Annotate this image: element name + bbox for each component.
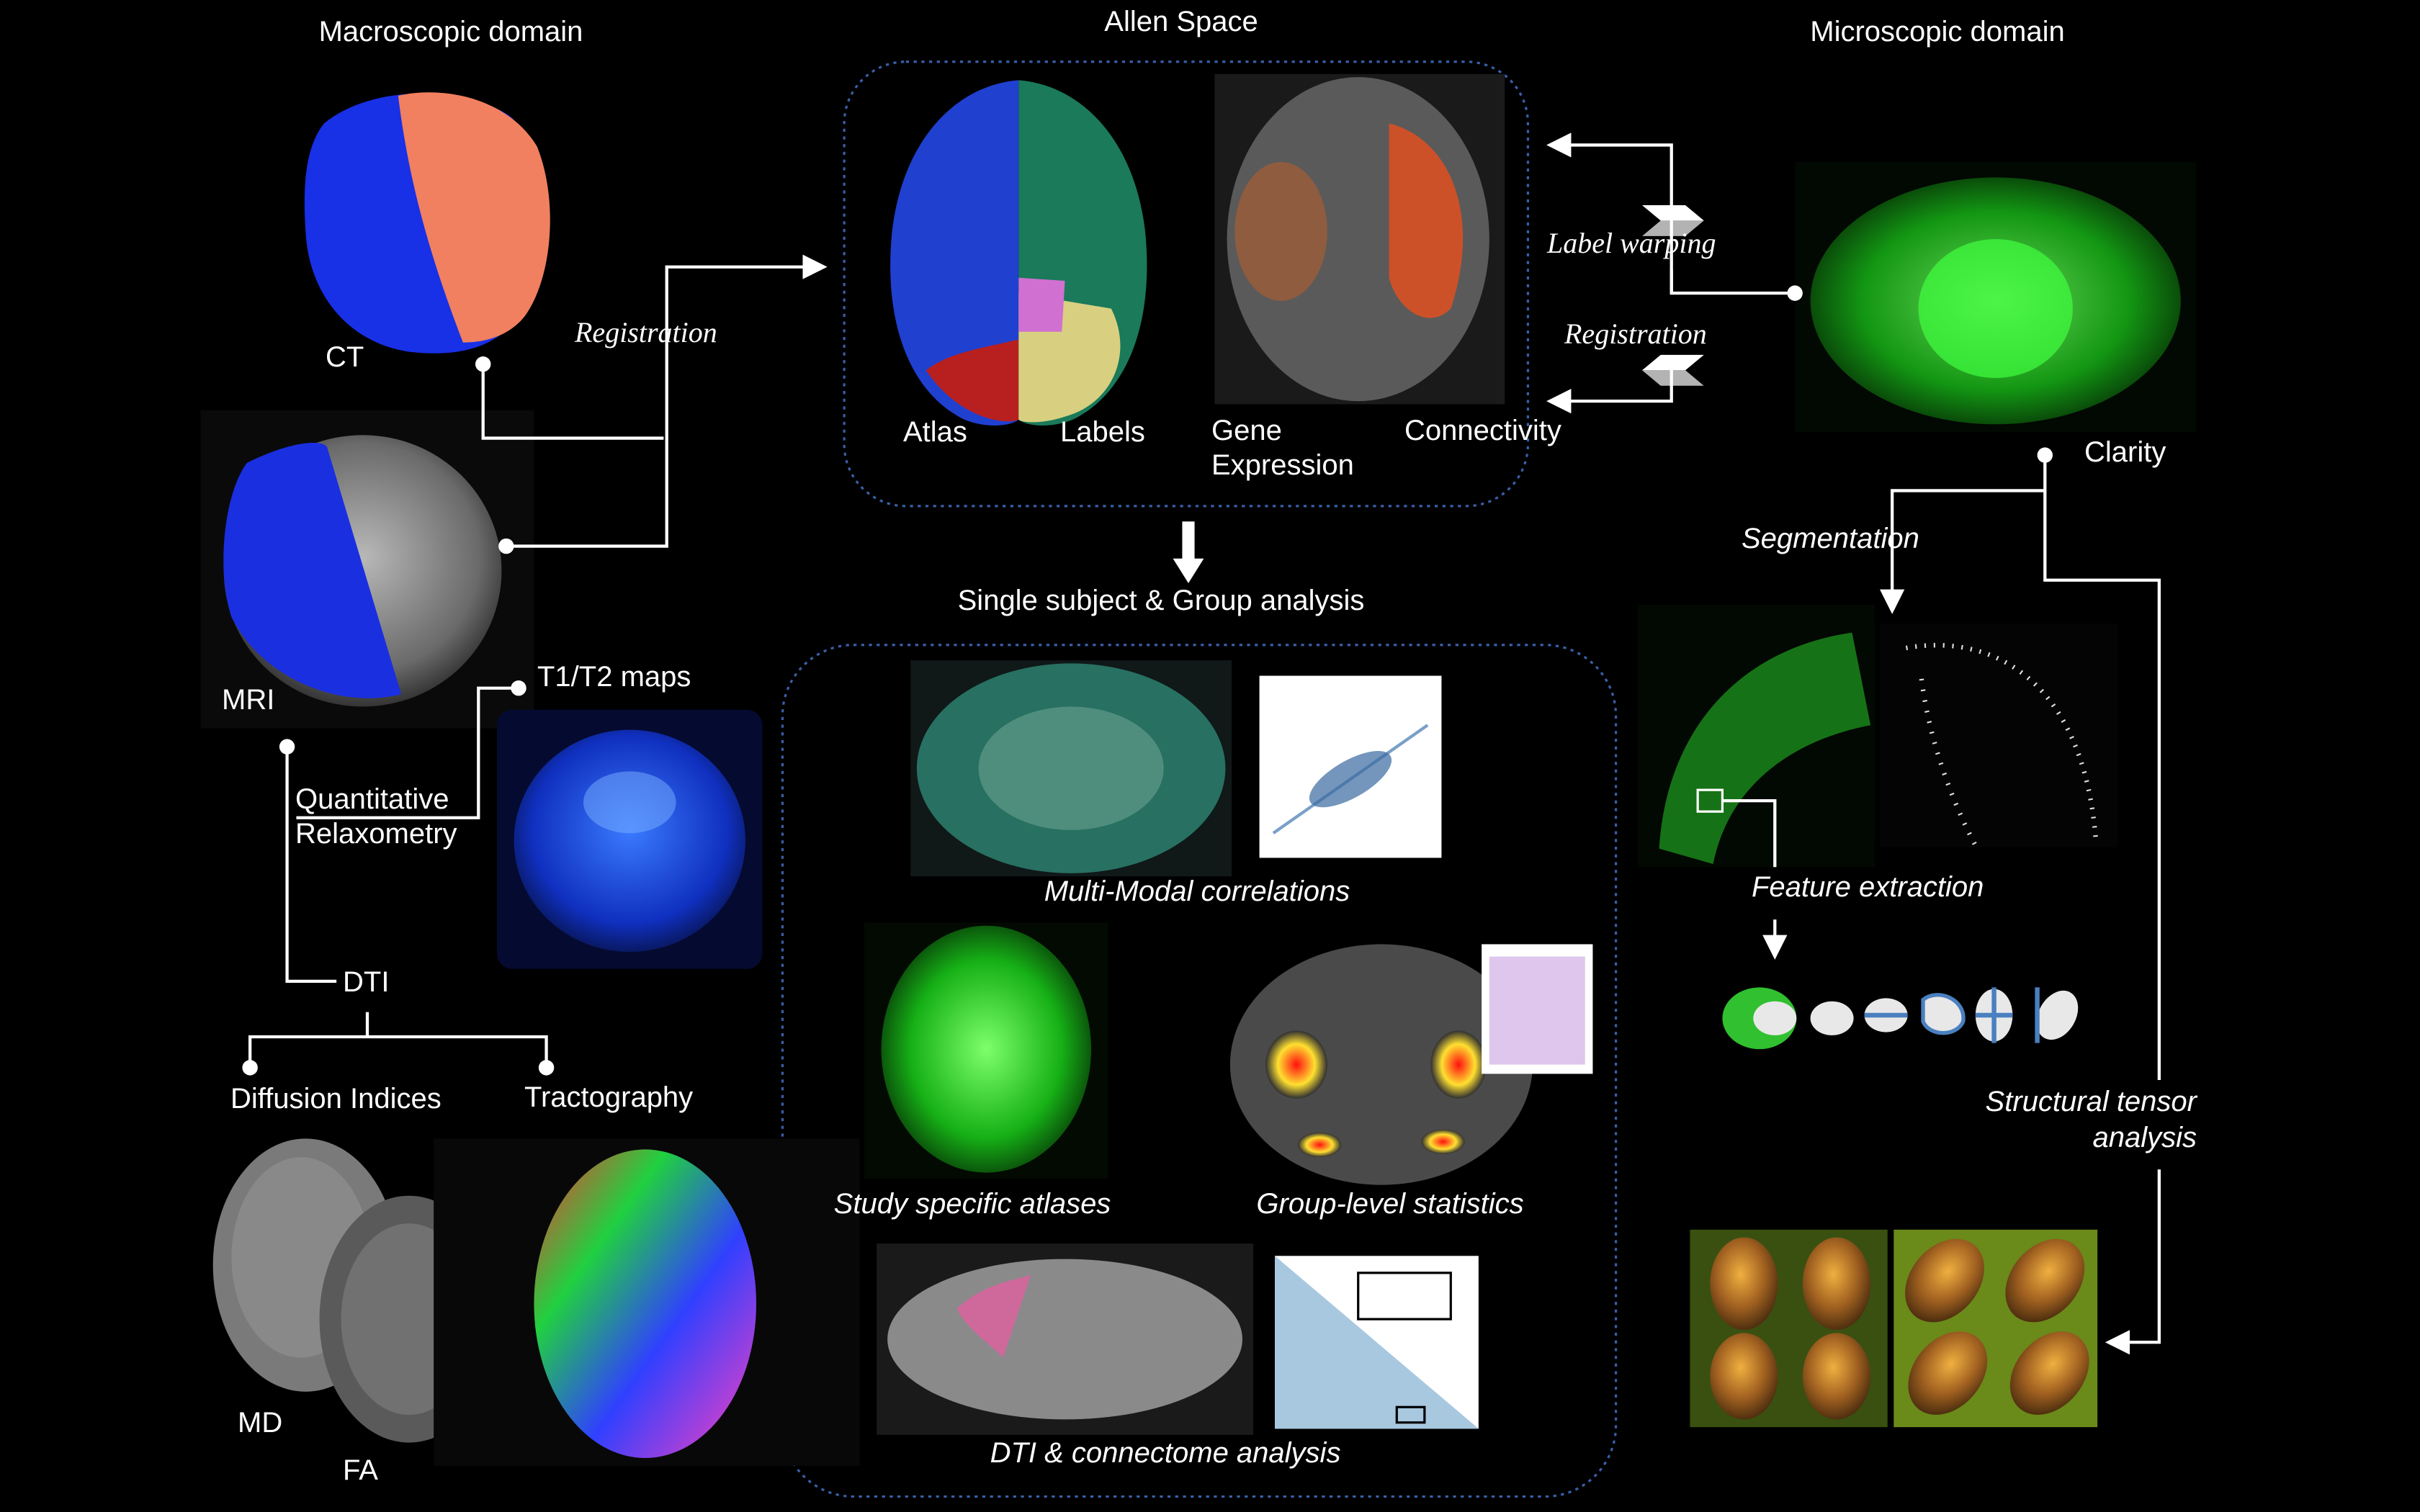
label-warping-label: Label warping: [1547, 227, 1716, 259]
clarity-label: Clarity: [2084, 436, 2166, 468]
relaxometry-label: Relaxometry: [295, 818, 457, 850]
ct-brain-image: [304, 92, 550, 354]
atlas-label: Atlas: [903, 416, 967, 448]
tensor-images: [1690, 1229, 2098, 1428]
registration-right-label: Registration: [1564, 318, 1707, 350]
t1t2-label: T1/T2 maps: [537, 661, 691, 693]
multimodal-atlas-image: [910, 660, 1232, 877]
dti-connectome-label: DTI & connectome analysis: [990, 1437, 1341, 1469]
macroscopic-heading: Macroscopic domain: [318, 16, 583, 48]
study-atlases-label: Study specific atlases: [833, 1188, 1111, 1220]
tensor-label-line2: analysis: [2092, 1122, 2197, 1153]
md-label: MD: [238, 1407, 283, 1439]
feature-shapes: [1722, 987, 2079, 1050]
atlas-labels-image: [890, 80, 1147, 426]
quantitative-label: Quantitative: [295, 783, 449, 815]
tensor-label-line1: Structural tensor: [1985, 1086, 2197, 1117]
t1t2-map-image: [497, 709, 763, 969]
scatter-plot-image: [1259, 675, 1442, 858]
gene-label: Gene: [1211, 415, 1282, 446]
fa-label: FA: [343, 1454, 378, 1486]
registration-label: Registration: [575, 316, 717, 348]
clarity-image: [1795, 162, 2197, 432]
connectivity-label: Connectivity: [1404, 415, 1561, 446]
labels-label: Labels: [1060, 416, 1145, 448]
ct-label: CT: [326, 341, 364, 373]
multimodal-label: Multi-Modal correlations: [1044, 876, 1350, 907]
gene-connectivity-image: [1214, 73, 1505, 405]
group-stats-label: Group-level statistics: [1256, 1188, 1524, 1220]
down-arrow: [1173, 521, 1204, 583]
analysis-heading: Single subject & Group analysis: [957, 585, 1365, 616]
segmentation-label: Segmentation: [1742, 523, 1919, 554]
diffusion-indices-label: Diffusion Indices: [230, 1083, 442, 1115]
allen-space-frame: [843, 60, 1530, 508]
dti-connectome-image: [877, 1243, 1479, 1435]
allen-space-heading: Allen Space: [1104, 6, 1258, 37]
expression-label: Expression: [1211, 449, 1354, 481]
microscopic-heading: Microscopic domain: [1810, 16, 2065, 48]
segmentation-images: [1637, 605, 2118, 868]
study-atlas-image: [864, 922, 1108, 1179]
feature-extraction-label: Feature extraction: [1752, 871, 1984, 903]
connector-dots: [242, 285, 2053, 1076]
analysis-frame: [781, 644, 1618, 1498]
warping-chevrons: [1642, 205, 1704, 386]
tractography-label: Tractography: [524, 1081, 694, 1113]
group-stats-image: [1229, 944, 1593, 1185]
tractography-image: [434, 1138, 860, 1466]
mri-brain-image: [200, 410, 534, 729]
mri-label: MRI: [222, 684, 275, 716]
dti-label: DTI: [343, 966, 390, 998]
